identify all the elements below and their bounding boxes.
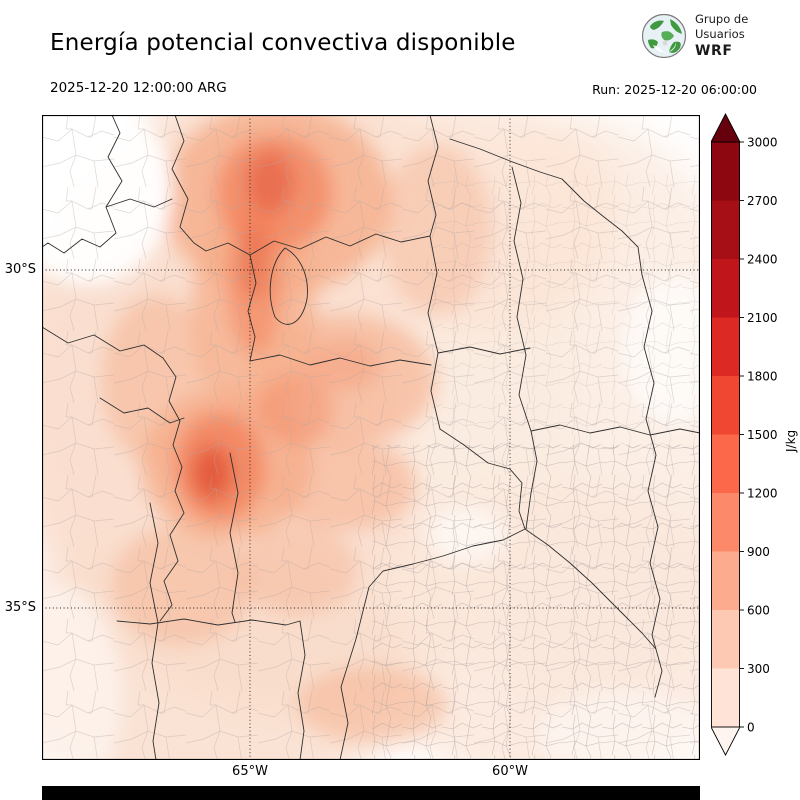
logo-text-line2: Usuarios bbox=[695, 26, 745, 41]
logo-text-line1: Grupo de bbox=[695, 12, 749, 26]
colorbar-tick-label: 0 bbox=[747, 721, 755, 735]
colorbar-tick-label: 300 bbox=[747, 662, 770, 676]
colorbar-under-arrow bbox=[710, 726, 741, 756]
colorbar-tick-label: 3000 bbox=[747, 136, 778, 150]
colorbar-tick-label: 900 bbox=[747, 545, 770, 559]
colorbar-segment bbox=[711, 317, 740, 377]
globe-icon bbox=[641, 13, 687, 59]
logo-text-wrf: WRF bbox=[695, 42, 733, 59]
map-frame bbox=[41, 114, 701, 761]
lat-tick-35s: 35°S bbox=[4, 600, 36, 615]
lat-tick-30s: 30°S bbox=[4, 262, 36, 277]
colorbar-segment bbox=[711, 259, 740, 319]
colorbar: 3000 2700 2400 2100 1800 1500 1200 900 600 300 0 bbox=[710, 112, 783, 764]
colorbar-tick-label: 1500 bbox=[747, 428, 778, 442]
page-title: Energía potencial convectiva disponible bbox=[50, 30, 516, 56]
cape-map-svg bbox=[41, 114, 701, 761]
map-area bbox=[41, 114, 701, 761]
run-time-label: Run: 2025-12-20 06:00:00 bbox=[592, 82, 757, 97]
colorbar-tick-label: 2100 bbox=[747, 311, 778, 325]
colorbar-unit-label: J/kg bbox=[784, 429, 798, 452]
colorbar-over-arrow bbox=[710, 113, 741, 143]
colorbar-tick-label: 1800 bbox=[747, 370, 778, 384]
colorbar-outline bbox=[710, 141, 741, 728]
colorbar-segment bbox=[711, 200, 740, 260]
colorbar-tick-label: 2700 bbox=[747, 194, 778, 208]
colorbar-tick-label: 1200 bbox=[747, 487, 778, 501]
colorbar-tick-label: 2400 bbox=[747, 253, 778, 267]
lon-tick-60w: 60°W bbox=[492, 764, 528, 779]
colorbar-segment bbox=[711, 434, 740, 494]
colorbar-segment bbox=[711, 668, 740, 728]
wrf-users-group-logo: Grupo de Usuarios WRF bbox=[640, 12, 748, 60]
department-borders bbox=[42, 115, 700, 760]
colorbar-segment bbox=[711, 142, 740, 202]
colorbar-segment bbox=[711, 376, 740, 436]
province-borders bbox=[42, 115, 700, 760]
colorbar-tick-label: 600 bbox=[747, 604, 770, 618]
colorbar-segment bbox=[711, 493, 740, 553]
lon-tick-65w: 65°W bbox=[232, 764, 268, 779]
valid-time-label: 2025-12-20 12:00:00 ARG bbox=[50, 80, 227, 96]
colorbar-segment bbox=[711, 551, 740, 611]
colorbar-segment bbox=[711, 610, 740, 670]
footer-black-bar bbox=[42, 786, 700, 800]
